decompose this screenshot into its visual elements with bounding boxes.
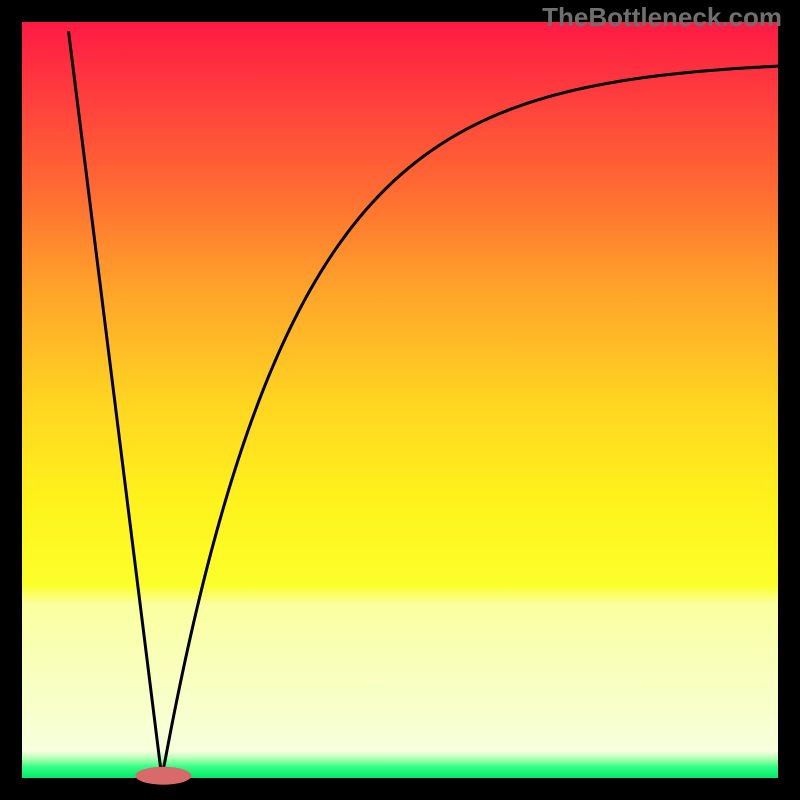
bottleneck-chart [0,0,800,800]
watermark-text: TheBottleneck.com [542,2,782,33]
chart-plot-area [22,22,778,778]
chart-container: TheBottleneck.com [0,0,800,800]
optimum-marker [135,767,191,785]
